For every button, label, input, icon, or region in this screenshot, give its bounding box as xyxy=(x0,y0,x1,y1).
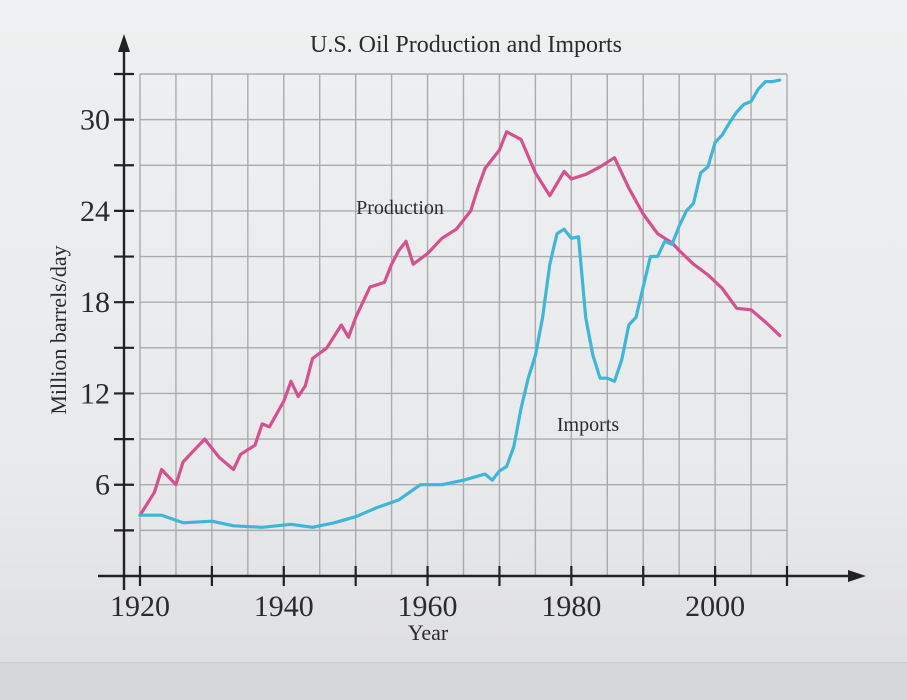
x-tick-label: 1960 xyxy=(398,590,458,623)
series-lines xyxy=(138,78,782,529)
y-axis-arrow-icon xyxy=(118,34,130,52)
y-tick-label: 6 xyxy=(95,469,110,502)
x-tick-label: 1980 xyxy=(541,590,601,623)
grid xyxy=(139,73,788,576)
chart-title: U.S. Oil Production and Imports xyxy=(310,32,622,58)
y-tick-label: 24 xyxy=(80,195,110,228)
bottom-strip xyxy=(0,662,907,700)
x-tick-label: 1920 xyxy=(110,590,170,623)
y-tick-label: 30 xyxy=(80,104,110,137)
y-tick-label: 12 xyxy=(80,377,110,410)
axis-ticks: 6 12 18 24 30 1920 1940 1960 1980 2000 xyxy=(80,72,789,623)
series-label-production: Production xyxy=(356,197,444,219)
line-chart: 6 12 18 24 30 1920 1940 1960 1980 2000 U.S. Oil P… xyxy=(46,32,866,645)
series-line-production xyxy=(138,130,782,517)
x-axis-title: Year xyxy=(408,620,449,645)
axes xyxy=(98,34,866,590)
series-label-imports: Imports xyxy=(557,414,619,436)
x-tick-label: 1940 xyxy=(254,590,314,623)
y-axis-title: Million barrels/day xyxy=(46,245,71,414)
x-axis-arrow-icon xyxy=(848,570,866,582)
x-tick-label: 2000 xyxy=(685,590,745,623)
series-line-imports xyxy=(138,78,782,529)
y-tick-label: 18 xyxy=(80,286,110,319)
